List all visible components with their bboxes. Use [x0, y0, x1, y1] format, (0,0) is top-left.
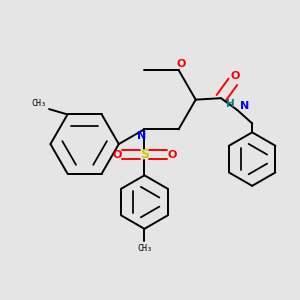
Text: N: N: [240, 100, 249, 111]
Text: N: N: [137, 131, 146, 141]
Text: H: H: [226, 98, 234, 109]
Text: S: S: [140, 148, 149, 161]
Text: O: O: [230, 71, 240, 82]
Text: O: O: [112, 149, 122, 160]
Text: CH₃: CH₃: [31, 99, 46, 108]
Text: CH₃: CH₃: [137, 244, 152, 253]
Text: O: O: [177, 58, 186, 68]
Text: O: O: [167, 149, 177, 160]
